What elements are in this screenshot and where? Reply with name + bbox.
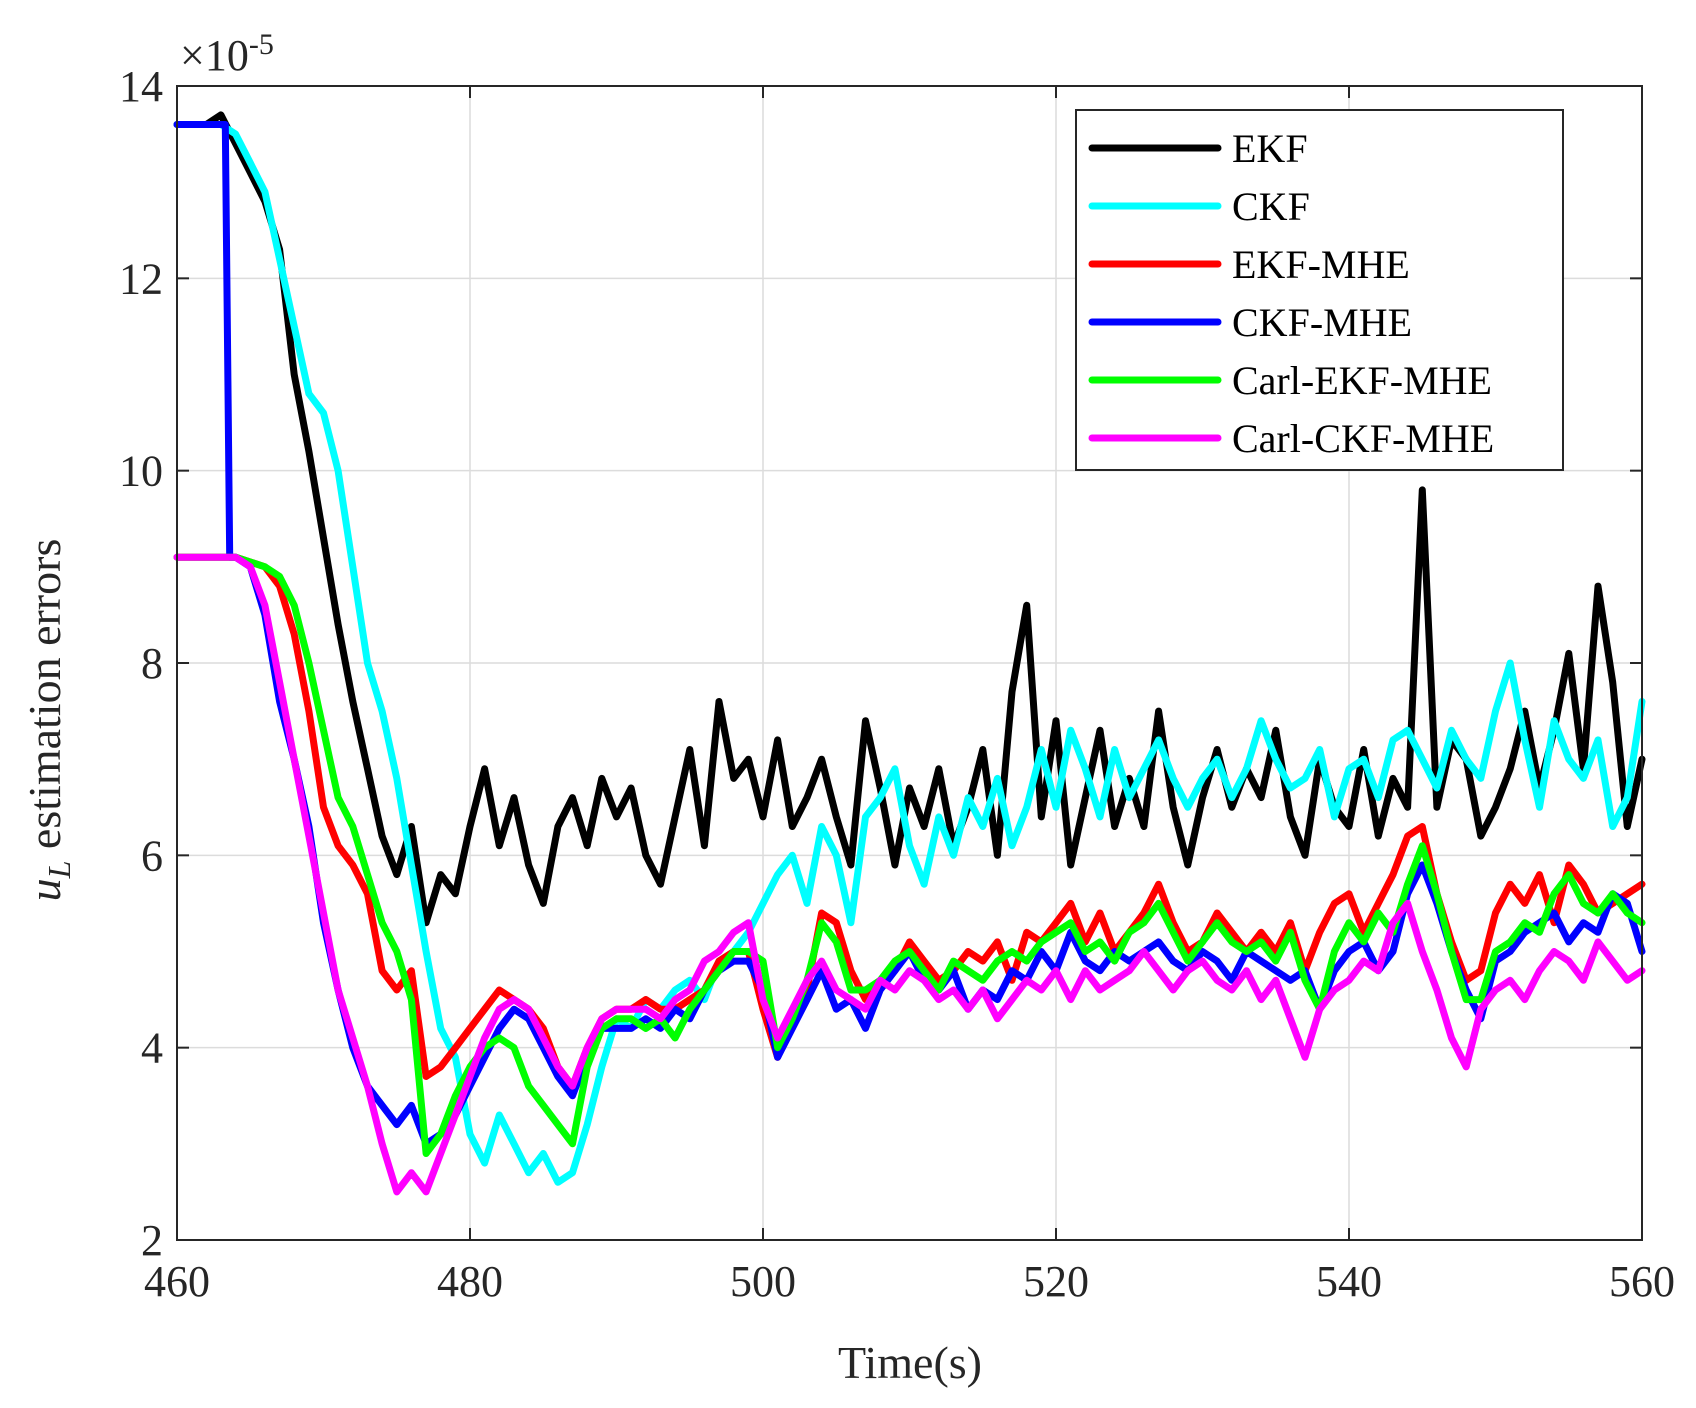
y-tick-label: 12 xyxy=(119,254,163,303)
y-tick-label: 8 xyxy=(141,639,163,688)
x-axis-label: Time(s) xyxy=(838,1337,982,1388)
series-line-ckf-mhe xyxy=(173,121,1646,1148)
series-layer xyxy=(173,111,1646,1196)
legend-label-carl-ckf-mhe: Carl-CKF-MHE xyxy=(1232,416,1494,461)
legend-label-ekf-mhe: EKF-MHE xyxy=(1232,242,1410,287)
legend-box xyxy=(1075,109,1564,471)
x-tick-label: 480 xyxy=(437,1257,503,1306)
x-tick-label: 520 xyxy=(1023,1257,1089,1306)
ticks: 460 480 500 520 540 560 2 4 6 8 10 12 14 xyxy=(119,62,1675,1306)
series-line-carl-ekf-mhe xyxy=(173,553,1646,1157)
x-tick-label: 460 xyxy=(144,1257,210,1306)
legend-label-ckf-mhe: CKF-MHE xyxy=(1232,300,1412,345)
legend: EKF CKF EKF-MHE CKF-MHE Carl-EKF-MHE Carl-CKF… xyxy=(1075,109,1564,471)
series-line-carl-ckf-mhe xyxy=(173,553,1646,1196)
series-line-ekf xyxy=(173,111,1646,927)
x-tick-label: 540 xyxy=(1316,1257,1382,1306)
x-tick-label: 500 xyxy=(730,1257,796,1306)
legend-label-carl-ekf-mhe: Carl-EKF-MHE xyxy=(1232,358,1492,403)
y-tick-label: 6 xyxy=(141,831,163,880)
legend-label-ekf: EKF xyxy=(1232,126,1308,171)
series-line-ckf xyxy=(173,121,1646,1186)
legend-label-ckf: CKF xyxy=(1232,184,1310,229)
y-tick-label: 2 xyxy=(141,1216,163,1265)
y-tick-label: 10 xyxy=(119,447,163,496)
y-tick-label: 14 xyxy=(119,62,163,111)
y-axis-label: uL estimation errors xyxy=(19,539,77,902)
y-exponent-label: ×10-5 xyxy=(180,28,274,80)
x-tick-label: 560 xyxy=(1609,1257,1675,1306)
series-line-ekf-mhe xyxy=(173,553,1646,1090)
y-tick-label: 4 xyxy=(141,1024,163,1073)
